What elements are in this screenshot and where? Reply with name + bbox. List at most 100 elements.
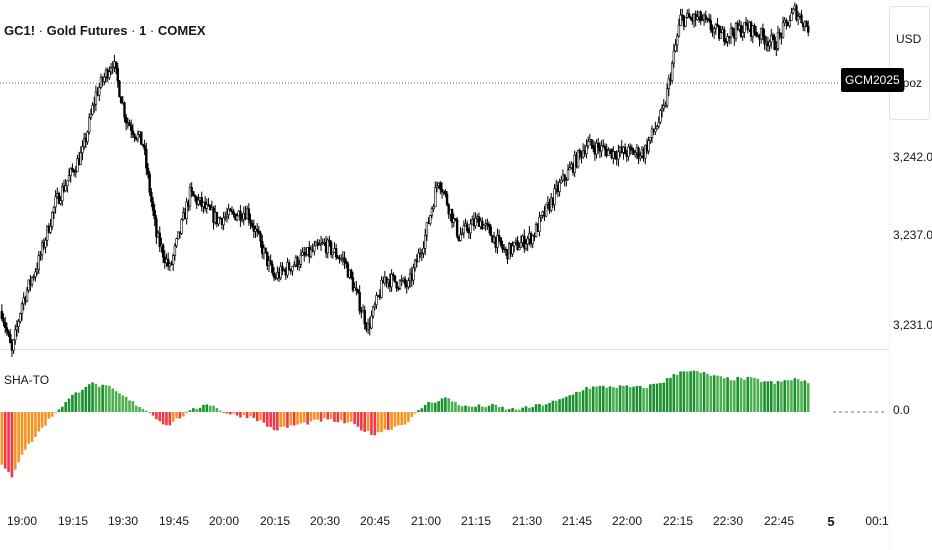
candle-body	[439, 182, 442, 190]
candle-body	[249, 219, 252, 224]
histogram-bar	[548, 402, 551, 412]
candle-body	[345, 261, 348, 264]
candle-body	[397, 287, 400, 290]
candle-body	[279, 266, 282, 279]
histogram-bar	[138, 407, 141, 412]
histogram-bar	[494, 404, 498, 412]
candle-body	[261, 240, 264, 254]
candle-body	[172, 255, 175, 265]
exchange: COMEX	[157, 23, 206, 38]
candle-body	[334, 248, 338, 258]
candle-body	[303, 252, 306, 256]
currency-label[interactable]: USD	[896, 32, 922, 46]
candle-body	[395, 281, 398, 289]
candle-body	[355, 287, 358, 290]
candle-body	[390, 273, 393, 288]
chart-title[interactable]: GC1! · Gold Futures · 1 · COMEX	[4, 23, 206, 38]
histogram-bar	[97, 386, 101, 412]
candle-body	[313, 245, 316, 252]
histogram-bar	[585, 387, 588, 412]
histogram-bar	[370, 412, 373, 435]
time-tick: 22:00	[611, 514, 643, 528]
histogram-bar	[91, 382, 94, 412]
histogram-bar	[400, 412, 403, 425]
candle-body	[576, 150, 580, 168]
candle-body	[371, 306, 375, 317]
histogram-bar	[783, 380, 787, 412]
candle-body	[633, 152, 637, 156]
histogram-bar	[108, 385, 111, 412]
histogram-bar	[175, 412, 178, 419]
candle-body	[585, 145, 588, 154]
candle-body	[297, 264, 301, 268]
indicator-title[interactable]: SHA-TO	[4, 373, 50, 387]
histogram-bar	[229, 412, 232, 415]
candle-body	[266, 251, 269, 266]
candle-body	[501, 244, 504, 250]
histogram-bar	[776, 380, 780, 412]
histogram-bar	[430, 402, 434, 412]
time-tick: 20:30	[309, 514, 341, 528]
histogram-bar	[722, 378, 726, 412]
histogram-bar	[628, 387, 632, 412]
histogram-bar	[222, 412, 225, 413]
candle-body	[723, 29, 726, 42]
histogram-bar	[501, 406, 504, 412]
histogram-bar	[124, 396, 128, 412]
histogram-bar	[749, 377, 753, 412]
histogram-bar	[410, 412, 414, 417]
histogram-bar	[121, 395, 125, 412]
candle-body	[86, 131, 89, 142]
candle-body	[177, 231, 180, 239]
candle-body	[150, 192, 153, 202]
candle-body	[133, 134, 136, 138]
candle-body	[462, 225, 466, 234]
histogram-bar	[349, 412, 353, 422]
histogram-bar	[397, 412, 400, 426]
candlestick-series	[0, 2, 810, 358]
candle-body	[403, 278, 407, 285]
histogram-bar	[171, 412, 175, 422]
candle-body	[12, 339, 15, 351]
histogram-bar	[719, 376, 723, 412]
histogram-bar	[155, 412, 158, 420]
scale-settings[interactable]: USD apoz	[889, 6, 930, 120]
candle-body	[741, 32, 744, 37]
candle-body	[739, 25, 743, 37]
histogram-bar	[232, 412, 235, 414]
histogram-bar	[796, 379, 800, 412]
histogram-bar	[323, 412, 326, 418]
candle-body	[232, 211, 235, 215]
histogram-bar	[40, 412, 44, 428]
candle-body	[131, 130, 135, 135]
histogram-bar	[756, 378, 760, 412]
time-tick: 19:15	[57, 514, 89, 528]
candle-body	[591, 145, 595, 149]
candle-body	[155, 218, 158, 238]
candle-body	[358, 292, 361, 312]
histogram-bar	[588, 388, 592, 412]
histogram-bar	[454, 402, 457, 412]
histogram-bar	[447, 398, 451, 412]
histogram-bar	[679, 371, 682, 412]
candle-body	[672, 50, 676, 64]
candle-body	[329, 241, 333, 255]
candle-body	[79, 152, 83, 165]
candle-body	[71, 168, 74, 171]
candle-body	[351, 277, 355, 291]
time-tick: 19:00	[6, 514, 38, 528]
histogram-bar	[84, 386, 88, 412]
time-tick-day: 5	[827, 514, 835, 529]
candle-body	[57, 193, 61, 204]
histogram-bar	[87, 384, 91, 412]
candle-body	[776, 32, 780, 49]
histogram-bar	[393, 412, 397, 427]
histogram-bar	[178, 412, 182, 419]
time-tick: 20:45	[359, 514, 391, 528]
candle-body	[496, 234, 499, 248]
histogram-bar	[538, 403, 541, 412]
candle-body	[516, 240, 519, 251]
time-tick: 22:45	[763, 514, 795, 528]
candle-body	[701, 19, 704, 22]
